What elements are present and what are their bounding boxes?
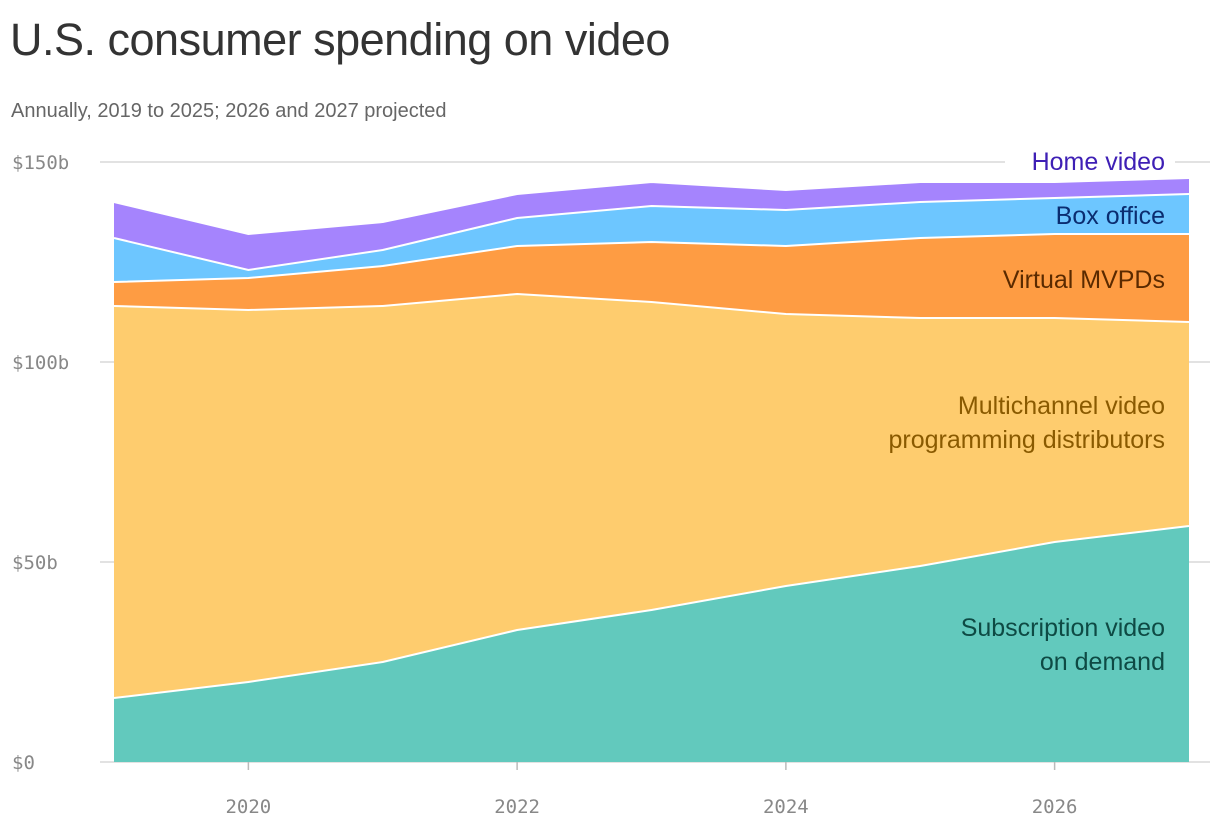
series-boundary-line <box>113 193 1190 272</box>
series-label: on demand <box>1040 648 1165 676</box>
area-subscription-video-on-demand <box>114 526 1189 762</box>
label-background <box>1005 150 1175 174</box>
series-label: Virtual MVPDs <box>1003 266 1165 294</box>
y-tick-label: $0 <box>12 752 35 774</box>
series-boundary-line <box>113 292 1190 323</box>
y-tick-label: $100b <box>12 352 69 374</box>
y-tick-label: $150b <box>12 152 69 174</box>
chart-title: U.S. consumer spending on video <box>10 14 670 65</box>
x-tick-label: 2026 <box>1032 796 1078 818</box>
area-multichannel-video-programming-distributors <box>114 294 1189 698</box>
series-label: Subscription video <box>961 614 1165 642</box>
area-virtual-mvpds <box>114 234 1189 322</box>
x-tick-label: 2022 <box>494 796 540 818</box>
chart-subtitle: Annually, 2019 to 2025; 2026 and 2027 pr… <box>11 100 447 122</box>
series-label: Multichannel video <box>958 392 1165 420</box>
series-boundary-line <box>113 233 1189 283</box>
y-tick-label: $50b <box>12 552 58 574</box>
series-boundary-line <box>113 525 1190 699</box>
series-label: Box office <box>1056 202 1165 230</box>
series-label: Home video <box>1032 148 1165 176</box>
area-box-office <box>114 194 1189 282</box>
series-label: programming distributors <box>889 426 1166 454</box>
x-tick-label: 2024 <box>763 796 809 818</box>
x-tick-label: 2020 <box>225 796 271 818</box>
series-boundary-line <box>113 177 1190 236</box>
